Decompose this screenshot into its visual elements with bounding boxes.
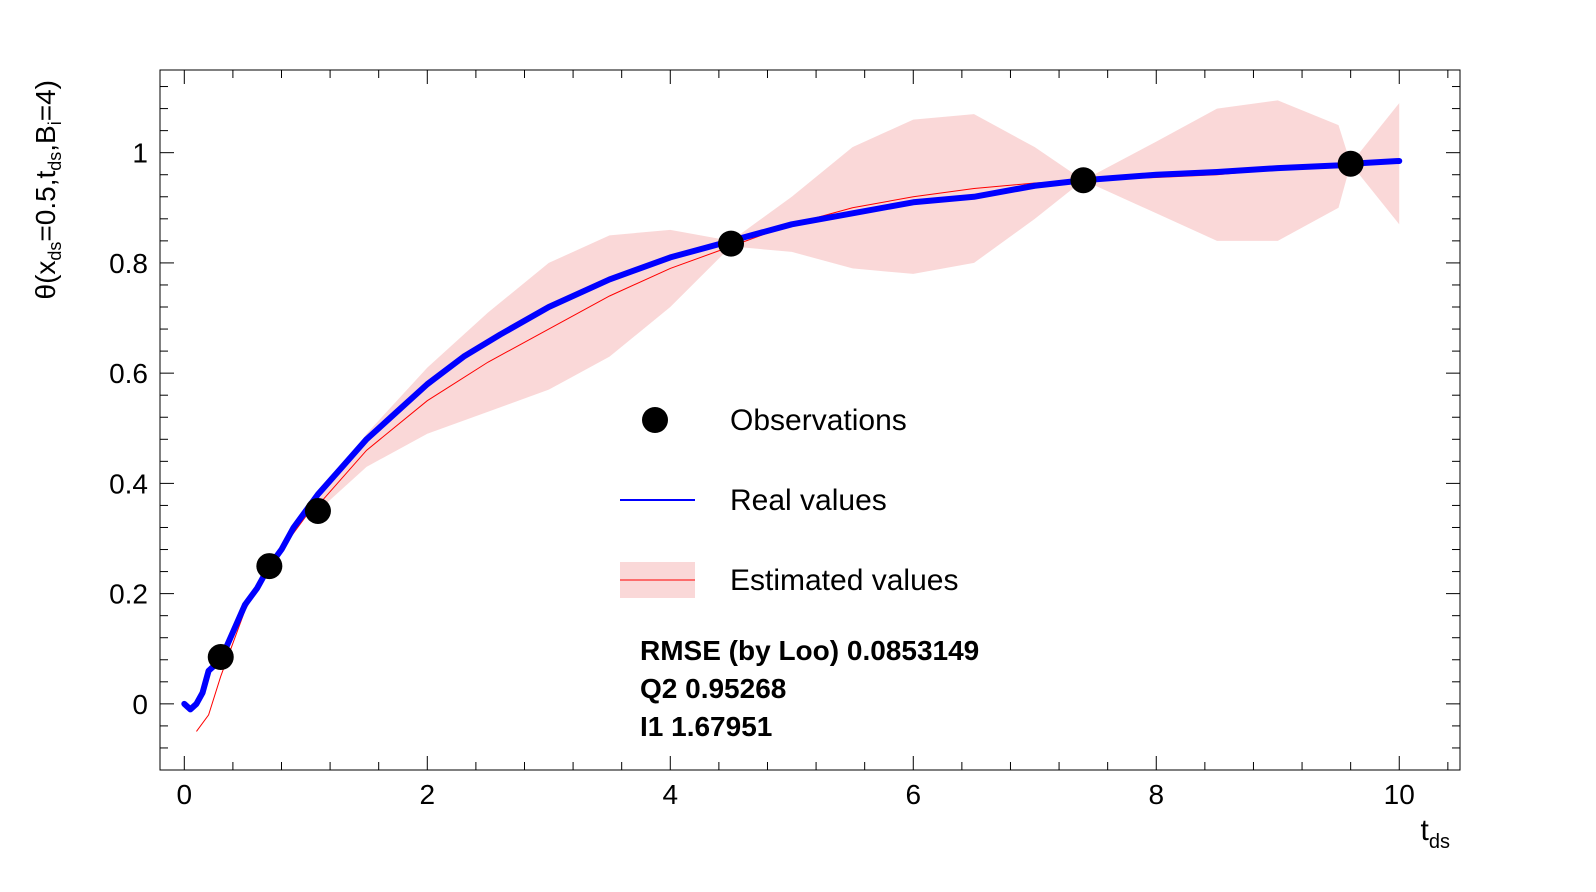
legend-label-observations: Observations (730, 404, 907, 437)
y-axis-label: θ(xds=0.5,tds,Bi=4) (30, 80, 65, 300)
chart-svg: 0 2 4 6 8 10 0 0.2 0.4 0.6 0.8 1 tds θ(xds=0.5,tds,Bi… (0, 0, 1596, 892)
y-tick-label: 0.6 (109, 358, 148, 389)
x-tick-label: 8 (1148, 779, 1164, 810)
y-tick-label: 0.2 (109, 579, 148, 610)
x-tick-label: 2 (420, 779, 436, 810)
y-tick-label: 1 (132, 138, 148, 169)
legend-marker-observations (642, 407, 668, 433)
y-tick-label: 0 (132, 689, 148, 720)
legend-label-estimated: Estimated values (730, 564, 958, 597)
chart-container: 0 2 4 6 8 10 0 0.2 0.4 0.6 0.8 1 tds θ(xds=0.5,tds,Bi… (0, 0, 1596, 892)
observation-point (1070, 167, 1096, 193)
stats-line: Q2 0.95268 (640, 673, 786, 704)
observation-point (1338, 151, 1364, 177)
x-axis-label: tds (1421, 814, 1450, 853)
x-tick-label: 10 (1384, 779, 1415, 810)
legend-label-real: Real values (730, 484, 887, 517)
observation-point (718, 231, 744, 257)
observation-point (256, 553, 282, 579)
x-tick-label: 0 (177, 779, 193, 810)
y-tick-label: 0.8 (109, 248, 148, 279)
observation-point (208, 644, 234, 670)
stats-line: I1 1.67951 (640, 711, 772, 742)
y-tick-label: 0.4 (109, 468, 148, 499)
observation-point (305, 498, 331, 524)
stats-line: RMSE (by Loo) 0.0853149 (640, 635, 979, 666)
x-tick-label: 6 (905, 779, 921, 810)
x-tick-label: 4 (662, 779, 678, 810)
